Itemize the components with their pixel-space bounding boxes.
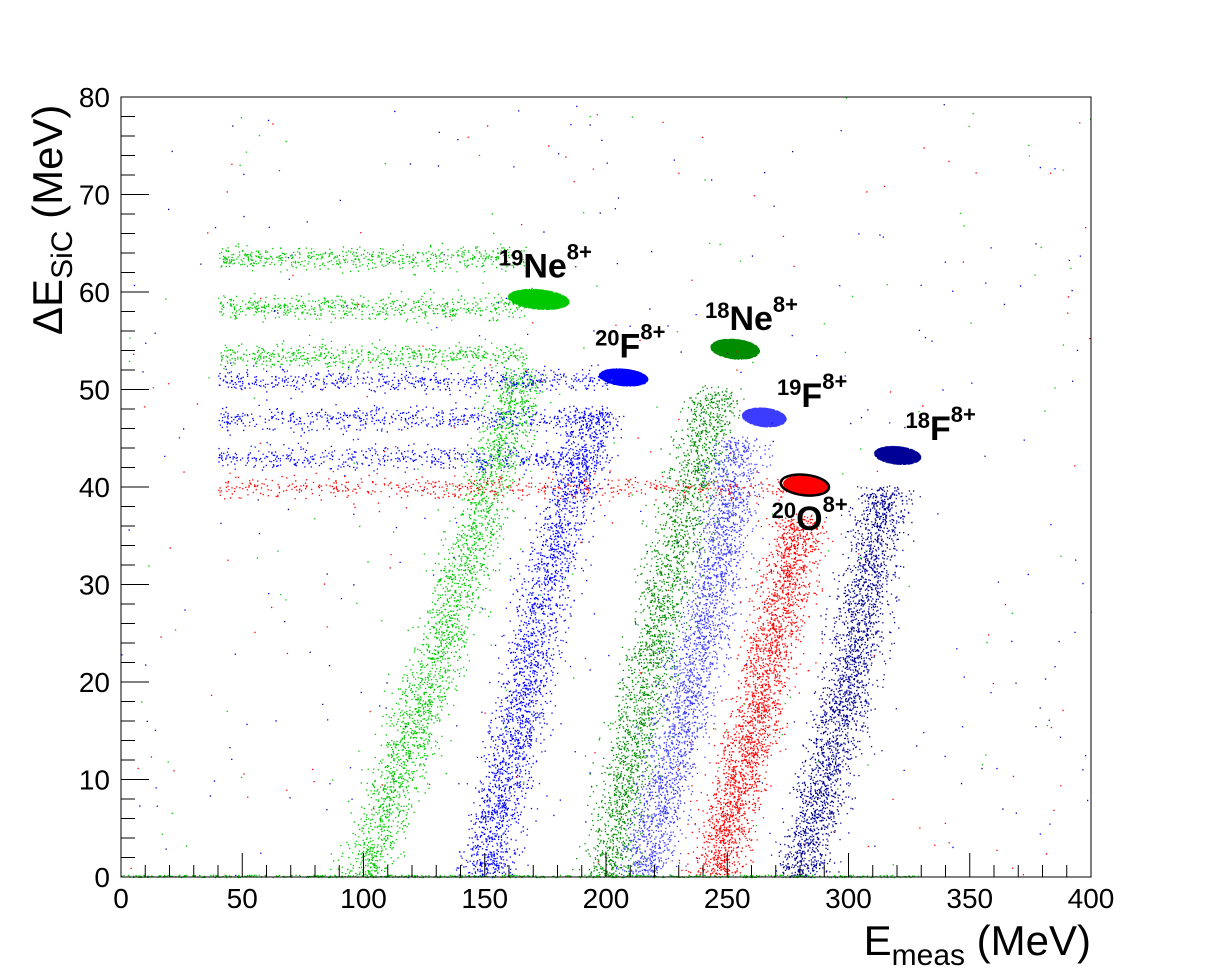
x-tick-label: 300 xyxy=(825,883,872,914)
series-18Ne8+ xyxy=(572,338,760,878)
annotation-mass: 18 xyxy=(705,298,729,323)
x-tick-label: 150 xyxy=(461,883,508,914)
y-tick-label: 80 xyxy=(79,82,110,113)
annotation-mass: 19 xyxy=(499,245,523,270)
annotation-charge: 8+ xyxy=(823,492,848,517)
annotation-20O: 20O8+ xyxy=(772,492,848,538)
annotation-element: O xyxy=(796,500,822,538)
particle-annotations: 19Ne8+20F8+18Ne8+19F8+18F8+20O8+ xyxy=(499,239,976,538)
plot-frame xyxy=(120,96,1092,878)
x-tick-label: 400 xyxy=(1068,883,1115,914)
annotation-mass: 20 xyxy=(772,498,796,523)
annotation-mass: 19 xyxy=(777,375,801,400)
annotation-18F: 18F8+ xyxy=(905,402,975,448)
annotation-mass: 18 xyxy=(905,408,929,433)
y-tick-labels: 0 10 20 30 40 50 60 70 80 xyxy=(79,82,110,893)
y-tick-label: 70 xyxy=(79,180,110,211)
annotation-charge: 8+ xyxy=(951,402,976,427)
blob-19Ne8+ xyxy=(510,289,566,309)
x-tick-label: 200 xyxy=(583,883,630,914)
x-tick-label: 100 xyxy=(340,883,387,914)
annotation-element: Ne xyxy=(523,247,566,285)
annotation-charge: 8+ xyxy=(567,239,592,264)
blob-18Ne8+ xyxy=(712,339,757,358)
annotation-mass: 20 xyxy=(595,325,619,350)
annotation-charge: 8+ xyxy=(640,319,665,344)
y-axis-title: ΔESiC (MeV) xyxy=(24,105,79,335)
x-tick-label: 350 xyxy=(946,883,993,914)
annotation-element: F xyxy=(930,410,951,448)
x-tick-label: 50 xyxy=(227,883,258,914)
y-tick-label: 50 xyxy=(79,375,110,406)
gate-contour-layer xyxy=(779,473,831,497)
y-tick-label: 40 xyxy=(79,472,110,503)
annotation-19F: 19F8+ xyxy=(777,369,847,415)
y-tick-label: 0 xyxy=(94,862,110,893)
series-19Ne8+ xyxy=(218,232,570,878)
blob-19F8+ xyxy=(743,408,784,426)
x-tick-label: 250 xyxy=(704,883,751,914)
y-tick-label: 20 xyxy=(79,667,110,698)
annotation-element: F xyxy=(620,327,641,365)
blob-18F8+ xyxy=(875,446,919,464)
x-tick-label: 0 xyxy=(113,883,129,914)
x-tick-labels: 0 50 100 150 200 250 300 350 400 xyxy=(113,883,1114,914)
annotation-element: Ne xyxy=(729,300,772,338)
points-18F8+ xyxy=(770,445,922,879)
y-tick-label: 10 xyxy=(79,765,110,796)
annotation-18Ne: 18Ne8+ xyxy=(705,292,798,338)
series-19F8+ xyxy=(614,407,790,879)
annotation-charge: 8+ xyxy=(822,369,847,394)
y-tick-label: 30 xyxy=(79,570,110,601)
gate-contour xyxy=(779,473,831,497)
annotation-19Ne: 19Ne8+ xyxy=(499,239,592,285)
annotation-element: F xyxy=(801,377,822,415)
annotation-20F: 20F8+ xyxy=(595,319,665,365)
blob-20O8+ xyxy=(784,475,825,495)
annotation-charge: 8+ xyxy=(773,292,798,317)
series-20O8+ xyxy=(218,470,843,878)
x-axis-title: Emeas (MeV) xyxy=(864,917,1091,972)
y-tick-label: 60 xyxy=(79,277,110,308)
series-18F8+ xyxy=(770,445,922,879)
